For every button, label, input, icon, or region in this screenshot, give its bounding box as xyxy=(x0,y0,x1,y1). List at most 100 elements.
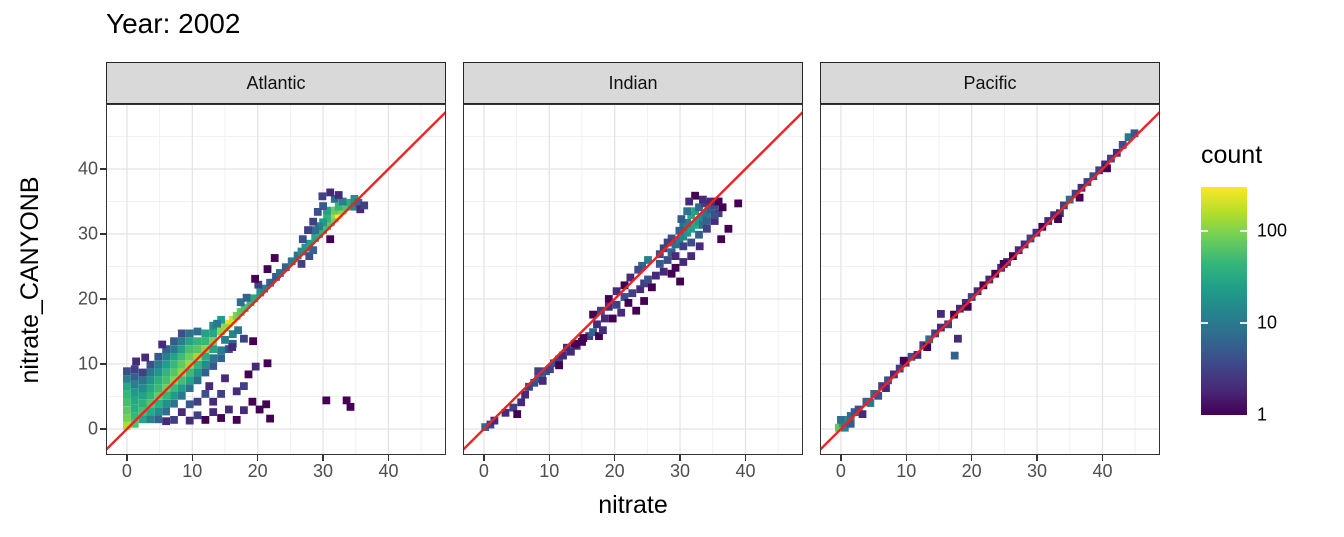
heat-bin xyxy=(342,396,351,405)
heat-bin xyxy=(687,252,696,260)
heat-bin xyxy=(950,310,958,319)
heat-bin xyxy=(228,315,237,324)
heat-bin xyxy=(217,346,225,355)
heat-bin xyxy=(234,326,242,335)
heat-bin xyxy=(185,360,194,369)
heat-bin xyxy=(240,334,248,343)
heat-bin xyxy=(228,343,237,351)
facet-strip-atlantic: Atlantic xyxy=(106,62,446,104)
heat-bin xyxy=(322,396,331,405)
heat-bin xyxy=(146,415,155,424)
heat-bin xyxy=(667,269,676,278)
heat-bin xyxy=(718,203,727,212)
y-tick-label: 10 xyxy=(77,353,98,374)
heat-bin xyxy=(162,360,170,369)
x-tick-mark xyxy=(548,455,551,461)
heat-bin xyxy=(937,323,945,332)
heat-bin xyxy=(305,252,314,260)
x-tick-mark xyxy=(126,455,128,461)
legend-tick-mark xyxy=(1240,229,1247,232)
heat-bin xyxy=(1050,211,1058,220)
identity-line xyxy=(820,110,1160,451)
heat-bin xyxy=(185,416,194,425)
heat-bin xyxy=(201,368,210,377)
x-tick-mark xyxy=(744,455,747,461)
heat-bin xyxy=(281,263,290,272)
heat-bin xyxy=(644,275,652,284)
heat-bin xyxy=(724,224,733,233)
heat-bin xyxy=(326,188,335,197)
heat-bin xyxy=(254,280,263,289)
heat-bin xyxy=(652,271,660,280)
heat-bin xyxy=(638,261,646,270)
heat-bin xyxy=(298,235,307,244)
heat-bin xyxy=(691,191,699,200)
heat-bin xyxy=(677,215,686,223)
legend-colorbar xyxy=(1201,187,1247,415)
heat-bin xyxy=(162,399,170,408)
heat-bin xyxy=(659,267,668,276)
heat-bin xyxy=(266,414,274,423)
heat-bin xyxy=(895,364,904,373)
heat-bin xyxy=(985,275,994,284)
heat-bin xyxy=(185,352,194,361)
heat-bin xyxy=(710,211,719,220)
x-tick-label: 20 xyxy=(961,461,982,481)
heat-bin xyxy=(193,337,202,346)
x-tick-label: 40 xyxy=(735,461,756,481)
y-tick-label: 20 xyxy=(77,288,98,309)
heat-bin xyxy=(1075,193,1084,202)
x-tick-mark xyxy=(387,455,390,461)
x-tick-mark xyxy=(905,455,908,461)
heat-bin xyxy=(687,224,696,233)
heat-bin xyxy=(837,416,845,424)
heat-bin xyxy=(123,414,131,422)
heat-bin xyxy=(250,294,259,303)
heat-bin xyxy=(130,412,139,420)
heat-bin xyxy=(334,191,343,199)
heat-bin xyxy=(123,367,131,376)
heat-bin xyxy=(999,260,1008,268)
heat-bin xyxy=(123,398,131,407)
heat-bin xyxy=(201,416,210,424)
heat-bin xyxy=(193,376,202,385)
heat-bin xyxy=(170,360,178,369)
heat-bin xyxy=(154,399,163,408)
heat-bin xyxy=(717,235,726,244)
heat-bin xyxy=(628,289,637,298)
heat-bin xyxy=(608,314,617,323)
heat-bin xyxy=(667,248,676,257)
heat-bin xyxy=(1060,201,1068,210)
legend-tick-label: 1 xyxy=(1257,404,1268,425)
heat-bin xyxy=(251,274,259,283)
heat-bin xyxy=(585,332,594,340)
heat-bin xyxy=(177,360,186,369)
heat-bin xyxy=(350,202,359,211)
heat-bin xyxy=(323,214,331,223)
heat-bin xyxy=(185,329,194,338)
heat-bin xyxy=(517,398,526,407)
heat-bin xyxy=(158,340,167,349)
x-tick-label: 20 xyxy=(604,461,625,481)
heat-bin xyxy=(154,391,163,400)
heat-bin xyxy=(513,410,522,418)
heat-bin xyxy=(138,391,147,400)
heat-bin xyxy=(266,278,274,287)
facet-panel-pacific xyxy=(820,104,1160,455)
heat-bin xyxy=(287,257,296,266)
heat-bin xyxy=(1056,209,1064,218)
heat-bin xyxy=(193,368,202,377)
heat-bin xyxy=(632,306,641,315)
heat-bin xyxy=(937,310,945,318)
heat-bin xyxy=(236,308,245,316)
heat-bin xyxy=(130,404,139,413)
heat-bin xyxy=(679,258,688,266)
heat-bin xyxy=(170,399,178,408)
heat-bin xyxy=(1065,195,1074,204)
heat-bin xyxy=(691,207,699,216)
heat-bin xyxy=(685,197,694,206)
heat-bin xyxy=(699,195,707,204)
x-tick-mark xyxy=(191,455,194,461)
heat-bin xyxy=(706,197,715,206)
